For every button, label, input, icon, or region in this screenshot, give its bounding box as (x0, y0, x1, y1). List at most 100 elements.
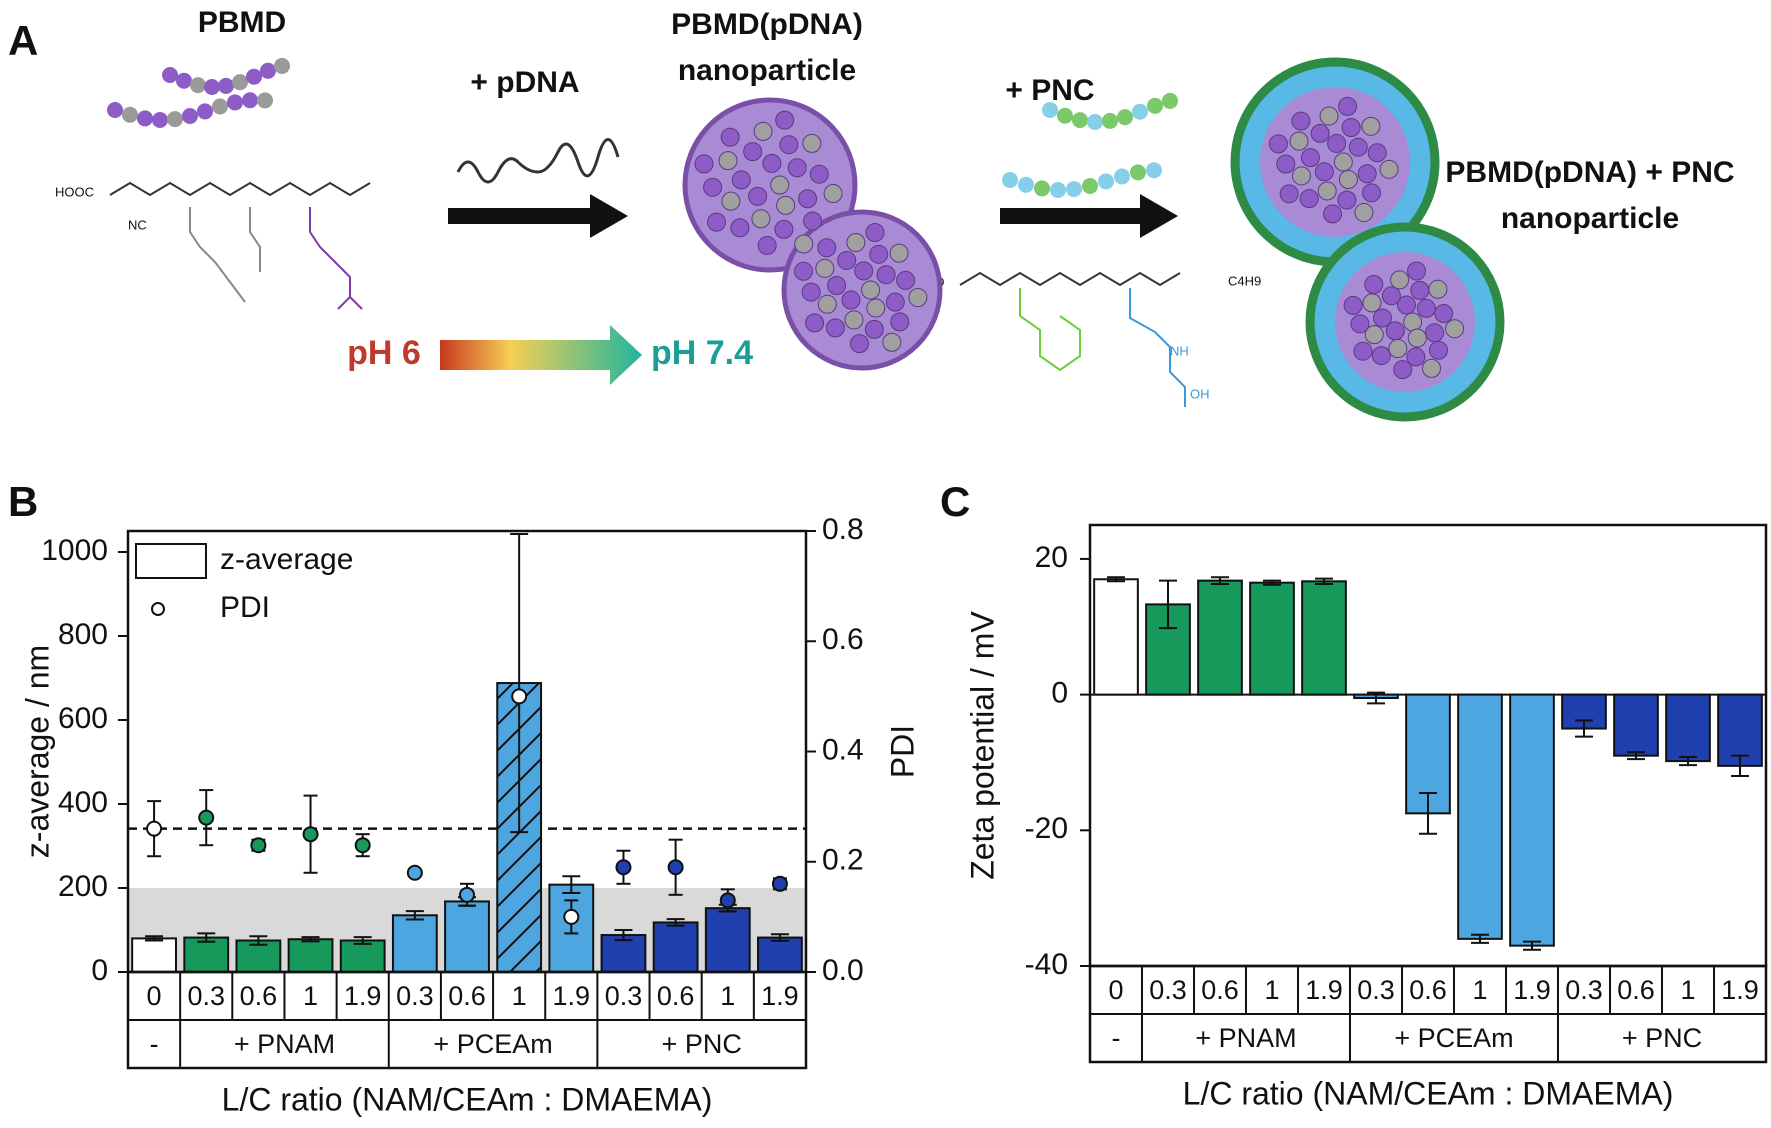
bead (190, 77, 206, 94)
bar (757, 936, 803, 973)
panel-label: C (940, 478, 970, 525)
bead (1396, 295, 1416, 315)
x-tick-label: 1.9 (1513, 975, 1551, 1005)
bead (854, 261, 874, 281)
bar (287, 938, 334, 973)
bead (1361, 116, 1381, 136)
bead (1362, 183, 1382, 203)
scheme-label: + pDNA (470, 66, 579, 99)
y-tick-label: -40 (1025, 948, 1068, 981)
y-tick-label: 800 (58, 618, 108, 651)
bead (748, 186, 768, 206)
y-tick-label: 20 (1035, 541, 1068, 574)
x-tick-label: 1.9 (1721, 975, 1759, 1005)
bead (1268, 134, 1288, 154)
bead (1147, 97, 1163, 114)
legend-label: z-average (220, 543, 353, 576)
bead (1406, 347, 1426, 367)
bead (1390, 270, 1410, 290)
bead (1317, 181, 1337, 201)
bead (1434, 304, 1454, 324)
bead (731, 170, 751, 190)
bead (1146, 162, 1162, 179)
scheme-label: PBMD (198, 6, 286, 39)
bead (817, 238, 837, 258)
group-label: - (1112, 1023, 1121, 1053)
bead (1042, 102, 1058, 118)
bead (794, 234, 814, 254)
y2-tick-label: 0.4 (822, 733, 864, 766)
bead (1367, 143, 1387, 163)
bar (1093, 578, 1139, 696)
bead (707, 212, 727, 232)
bead (137, 110, 153, 127)
bead (1333, 152, 1353, 172)
chem-bond (1019, 288, 1081, 372)
bead (1132, 103, 1148, 120)
bead (1416, 298, 1436, 318)
x-tick-label: 1.9 (761, 981, 799, 1011)
bead (1381, 286, 1401, 306)
x-tick-label: 1 (1472, 975, 1487, 1005)
chem-label: NC (128, 217, 147, 232)
scheme-label: nanoparticle (1501, 202, 1679, 235)
legend-label: PDI (220, 591, 270, 624)
x-tick-label: 0.6 (448, 981, 486, 1011)
y-tick-label: -20 (1025, 812, 1068, 845)
bead (1379, 159, 1399, 179)
bead (908, 288, 928, 308)
bar (652, 921, 699, 974)
bead (866, 298, 886, 318)
x-tick-label: 0.3 (1149, 975, 1187, 1005)
x-axis-label: L/C ratio (NAM/CEAm : DMAEMA) (222, 1081, 713, 1117)
y-tick-label: 600 (58, 702, 108, 735)
pdi-point (719, 892, 736, 909)
bead (869, 244, 889, 264)
bead (798, 189, 818, 209)
bar (704, 907, 751, 973)
x-tick-label: 1 (1680, 975, 1695, 1005)
bead (882, 332, 902, 352)
ph-arrow (440, 325, 642, 385)
bead (1050, 181, 1066, 198)
bead (890, 312, 910, 332)
bead (849, 334, 869, 354)
bead (1350, 314, 1370, 334)
bead (1072, 112, 1088, 129)
chem-bond (249, 207, 261, 272)
bead (1018, 176, 1034, 193)
bead (762, 153, 782, 173)
bead (1279, 184, 1299, 204)
bead (776, 195, 796, 215)
bead (779, 135, 799, 155)
bead (720, 127, 740, 147)
chem-label: OH (1190, 386, 1210, 401)
bead (896, 270, 916, 290)
bar (1717, 693, 1763, 767)
pdi-point (302, 826, 319, 843)
y2-tick-label: 0.2 (822, 844, 864, 877)
bead (1410, 280, 1430, 300)
bead (865, 223, 885, 243)
bead (232, 74, 248, 91)
bead (1371, 346, 1391, 366)
x-tick-label: 0.3 (1357, 975, 1395, 1005)
x-tick-label: 1 (1264, 975, 1279, 1005)
bead (242, 92, 258, 109)
bead (122, 106, 138, 123)
bead (1087, 113, 1103, 130)
x-tick-label: 0.3 (187, 981, 225, 1011)
group-label: + PNAM (234, 1029, 335, 1059)
bar (131, 937, 177, 974)
group-label: + PNAM (1195, 1023, 1296, 1053)
bead (176, 72, 192, 89)
pdi-point (511, 688, 528, 705)
bead (1425, 323, 1445, 343)
bead (1388, 339, 1408, 359)
bead (885, 292, 905, 312)
x-tick-label: 1.9 (1305, 975, 1343, 1005)
arrow (1000, 194, 1178, 238)
bead (1428, 279, 1448, 299)
chem-bond (189, 207, 246, 303)
